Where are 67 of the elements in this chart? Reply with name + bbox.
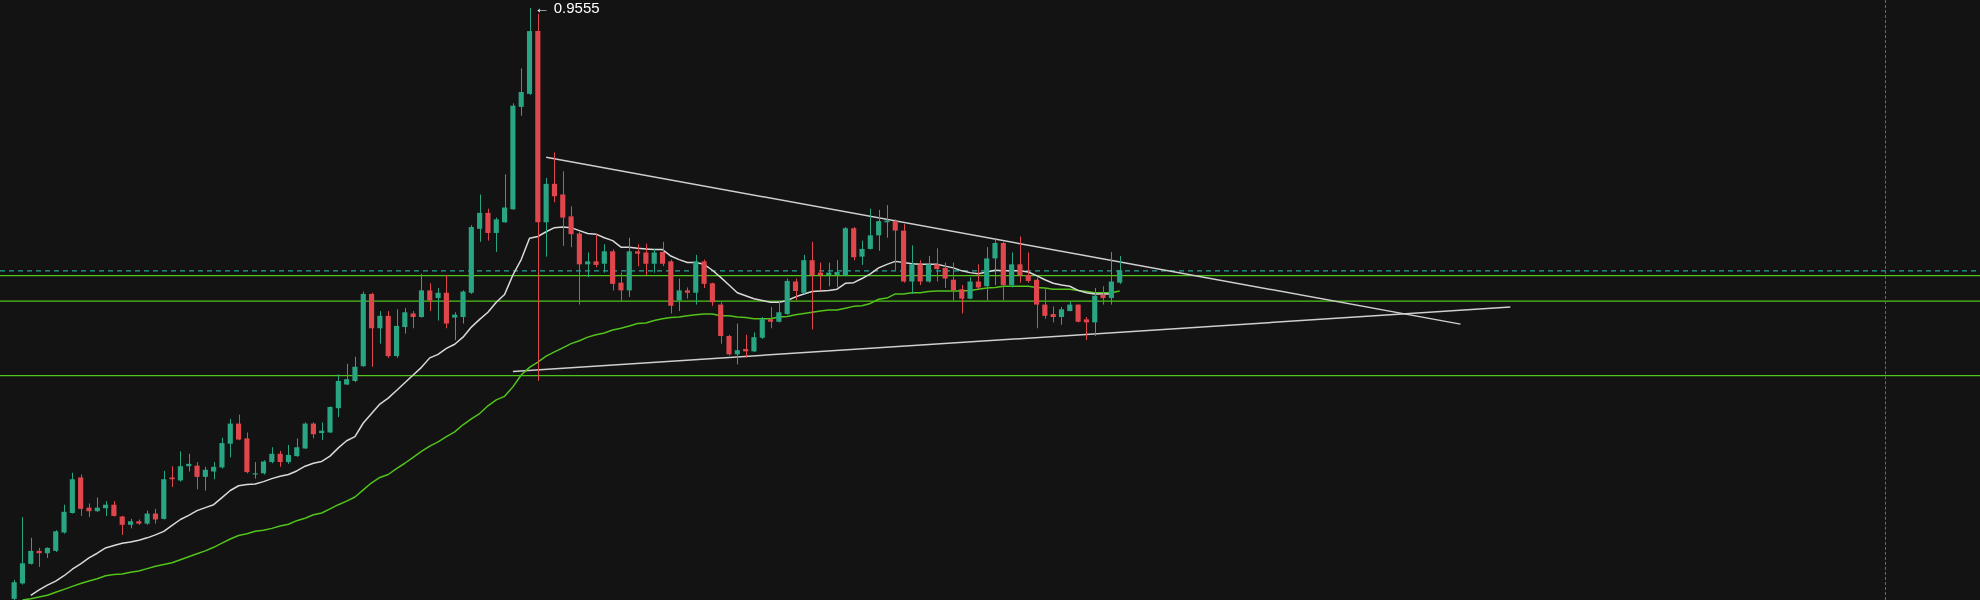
candlestick	[285, 444, 292, 465]
candlestick	[435, 287, 441, 322]
candlestick	[502, 173, 508, 224]
candlestick	[202, 466, 208, 491]
candlestick	[767, 306, 774, 329]
candlestick	[659, 241, 666, 267]
candlestick	[452, 311, 458, 341]
candlestick	[876, 209, 882, 252]
candlestick	[751, 331, 757, 353]
candlestick	[635, 243, 641, 267]
candlestick	[427, 282, 433, 312]
candlestick	[917, 259, 923, 286]
candlestick	[892, 218, 898, 271]
candlestick	[1100, 285, 1106, 306]
candlestick	[1042, 287, 1048, 320]
candlestick	[759, 316, 765, 340]
candlestick	[867, 208, 873, 251]
candlestick	[676, 278, 682, 312]
candlestick	[1083, 316, 1090, 341]
candlestick	[701, 259, 707, 289]
candlestick	[294, 437, 300, 458]
candlestick	[19, 516, 26, 586]
candlestick	[651, 248, 657, 274]
candlestick	[560, 170, 566, 247]
candlestick	[734, 323, 740, 365]
candlestick	[834, 259, 840, 288]
candlestick	[934, 247, 940, 282]
candlestick	[477, 193, 483, 243]
candlestick	[177, 450, 183, 483]
candlestick	[169, 465, 175, 488]
annotation: ← 0.9555	[534, 0, 600, 17]
candlestick	[1117, 255, 1123, 285]
candlestick	[601, 243, 607, 274]
candlestick	[551, 151, 558, 203]
candlestick	[618, 272, 624, 303]
candlestick	[1009, 252, 1015, 288]
candlestick	[942, 262, 948, 289]
candlestick	[227, 418, 233, 458]
candlestick	[236, 414, 242, 441]
candlestick	[493, 217, 499, 253]
candlestick	[1017, 236, 1023, 284]
candlestick	[1025, 252, 1031, 284]
candlestick	[568, 205, 574, 248]
candlestick	[643, 243, 649, 276]
candlestick	[809, 241, 815, 330]
candlestick	[53, 529, 59, 553]
candlestick	[485, 208, 491, 242]
candlestick	[377, 310, 383, 345]
candlestick	[1108, 251, 1114, 306]
candlestick	[959, 284, 965, 314]
candlestick	[585, 252, 591, 278]
candlestick	[61, 504, 67, 535]
candlestick	[859, 240, 865, 266]
candlestick	[909, 244, 915, 295]
candlestick	[792, 278, 799, 301]
candlestick	[925, 255, 932, 284]
candlestick	[11, 579, 17, 600]
candlestick	[352, 356, 358, 383]
candlestick	[726, 334, 732, 356]
candlestick	[950, 262, 957, 301]
candlestick	[402, 307, 408, 335]
candlestick	[593, 233, 599, 268]
candlestick	[119, 515, 125, 536]
candlestick	[28, 537, 34, 565]
candlestick	[518, 67, 524, 117]
candlestick	[992, 238, 998, 286]
candlestick	[194, 461, 200, 490]
